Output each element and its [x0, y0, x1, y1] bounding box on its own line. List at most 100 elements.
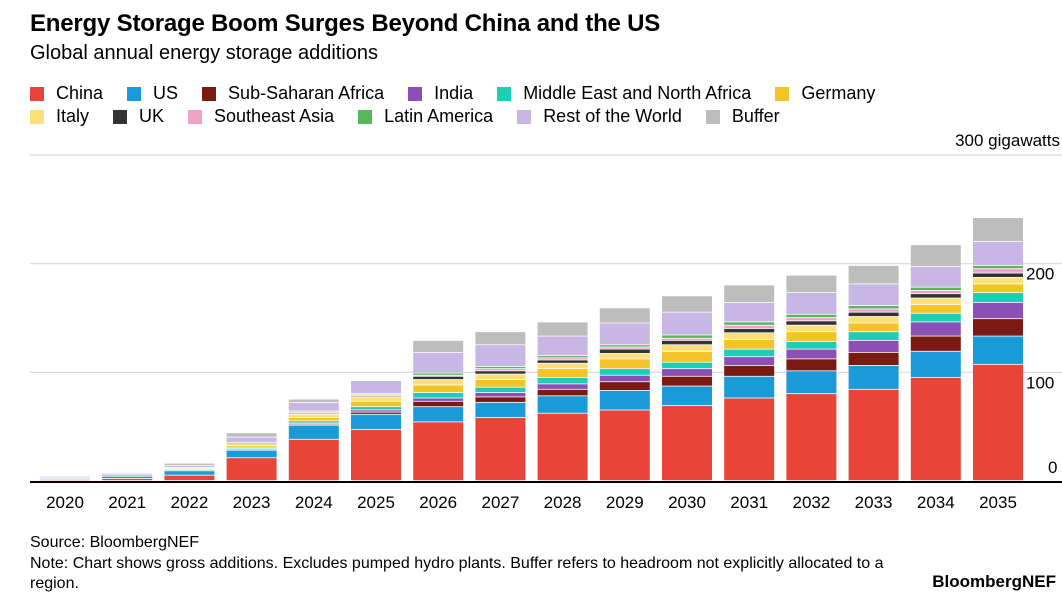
bar-segment — [973, 336, 1023, 363]
bar-segment — [724, 326, 774, 328]
bar-segment — [351, 381, 401, 393]
bar-segment — [102, 479, 152, 480]
bar-segment — [911, 298, 961, 304]
bar-segment — [724, 366, 774, 376]
bar-segment — [662, 406, 712, 480]
bar-segment — [475, 418, 525, 480]
bar-segment — [724, 357, 774, 365]
bar-segment — [849, 353, 899, 365]
bar-segment — [786, 359, 836, 370]
bar-segment — [911, 305, 961, 313]
bar-segment — [786, 318, 836, 320]
bar-segment — [413, 380, 463, 385]
bar-segment — [911, 288, 961, 290]
bar-segment — [849, 366, 899, 389]
bar-segment — [724, 322, 774, 324]
bar-segment — [662, 335, 712, 337]
bar-segment — [538, 322, 588, 335]
bar-segment — [600, 410, 650, 480]
bar-segment — [849, 323, 899, 331]
bar-segment — [973, 266, 1023, 268]
bar-segment — [662, 296, 712, 312]
bar-segment — [724, 329, 774, 333]
bar-segment — [475, 371, 525, 373]
x-tick-label: 2034 — [917, 493, 955, 512]
bar-segment — [911, 291, 961, 293]
bar-segment — [724, 333, 774, 339]
bar-segment — [351, 397, 401, 401]
bar-segment — [413, 422, 463, 480]
bar-segment — [475, 367, 525, 368]
brand-logo-text: BloombergNEF — [932, 572, 1056, 592]
bar-segment — [164, 471, 214, 475]
bar-segment — [227, 438, 277, 443]
x-tick-label: 2027 — [481, 493, 519, 512]
bar-segment — [351, 407, 401, 409]
bar-segment — [413, 341, 463, 352]
bar-segment — [662, 363, 712, 369]
bar-segment — [475, 393, 525, 397]
y-tick-label: 200 — [1026, 265, 1054, 284]
x-tick-label: 2030 — [668, 493, 706, 512]
bar-segment — [289, 418, 339, 420]
bar-segment — [475, 375, 525, 380]
bar-segment — [351, 410, 401, 411]
bar-segment — [724, 303, 774, 322]
bar-segment — [911, 294, 961, 298]
bar-segment — [289, 421, 339, 422]
bar-segment — [724, 377, 774, 398]
bar-segment — [538, 358, 588, 359]
bar-segment — [662, 341, 712, 345]
y-axis-top-label: 300 gigawatts — [955, 131, 1060, 150]
bar-segment — [911, 352, 961, 377]
bar-segment — [413, 393, 463, 398]
bar-segment — [413, 398, 463, 400]
bar-segment — [538, 369, 588, 377]
bar-segment — [102, 477, 152, 478]
bar-segment — [227, 451, 277, 458]
bar-segment — [786, 371, 836, 393]
bar-segment — [475, 397, 525, 402]
y-tick-label: 0 — [1048, 458, 1057, 477]
bar-segment — [786, 276, 836, 293]
x-tick-label: 2033 — [855, 493, 893, 512]
bar-segment — [227, 458, 277, 480]
bar-segment — [289, 403, 339, 411]
x-tick-label: 2024 — [295, 493, 333, 512]
bar-segment — [538, 390, 588, 396]
bar-segment — [973, 218, 1023, 241]
bar-segment — [351, 413, 401, 414]
bar-segment — [662, 352, 712, 362]
bar-segment — [475, 380, 525, 387]
x-tick-label: 2026 — [419, 493, 457, 512]
bar-segment — [289, 426, 339, 439]
bar-segment — [911, 378, 961, 480]
bar-segment — [475, 388, 525, 393]
bar-segment — [786, 293, 836, 314]
bar-segment — [600, 354, 650, 359]
bar-segment — [724, 350, 774, 357]
y-tick-label: 100 — [1026, 373, 1054, 392]
bar-segment — [973, 242, 1023, 265]
x-tick-label: 2023 — [233, 493, 271, 512]
x-tick-label: 2035 — [979, 493, 1017, 512]
bar-segment — [538, 378, 588, 384]
bar-segment — [724, 398, 774, 480]
bar-segment — [662, 345, 712, 351]
x-tick-label: 2020 — [46, 493, 84, 512]
bar-segment — [351, 430, 401, 480]
bar-segment — [849, 390, 899, 480]
bar-segment — [911, 336, 961, 350]
bar-segment — [849, 341, 899, 352]
bar-segment — [164, 476, 214, 481]
bar-segment — [911, 322, 961, 335]
bar-segment — [849, 284, 899, 305]
bar-segment — [227, 433, 277, 437]
bar-segment — [786, 326, 836, 332]
bar-segment — [911, 314, 961, 322]
bar-segment — [413, 353, 463, 373]
source-text: Source: BloombergNEF — [30, 534, 199, 552]
bar-segment — [289, 415, 339, 417]
bar-segment — [538, 356, 588, 357]
bar-segment — [849, 313, 899, 317]
